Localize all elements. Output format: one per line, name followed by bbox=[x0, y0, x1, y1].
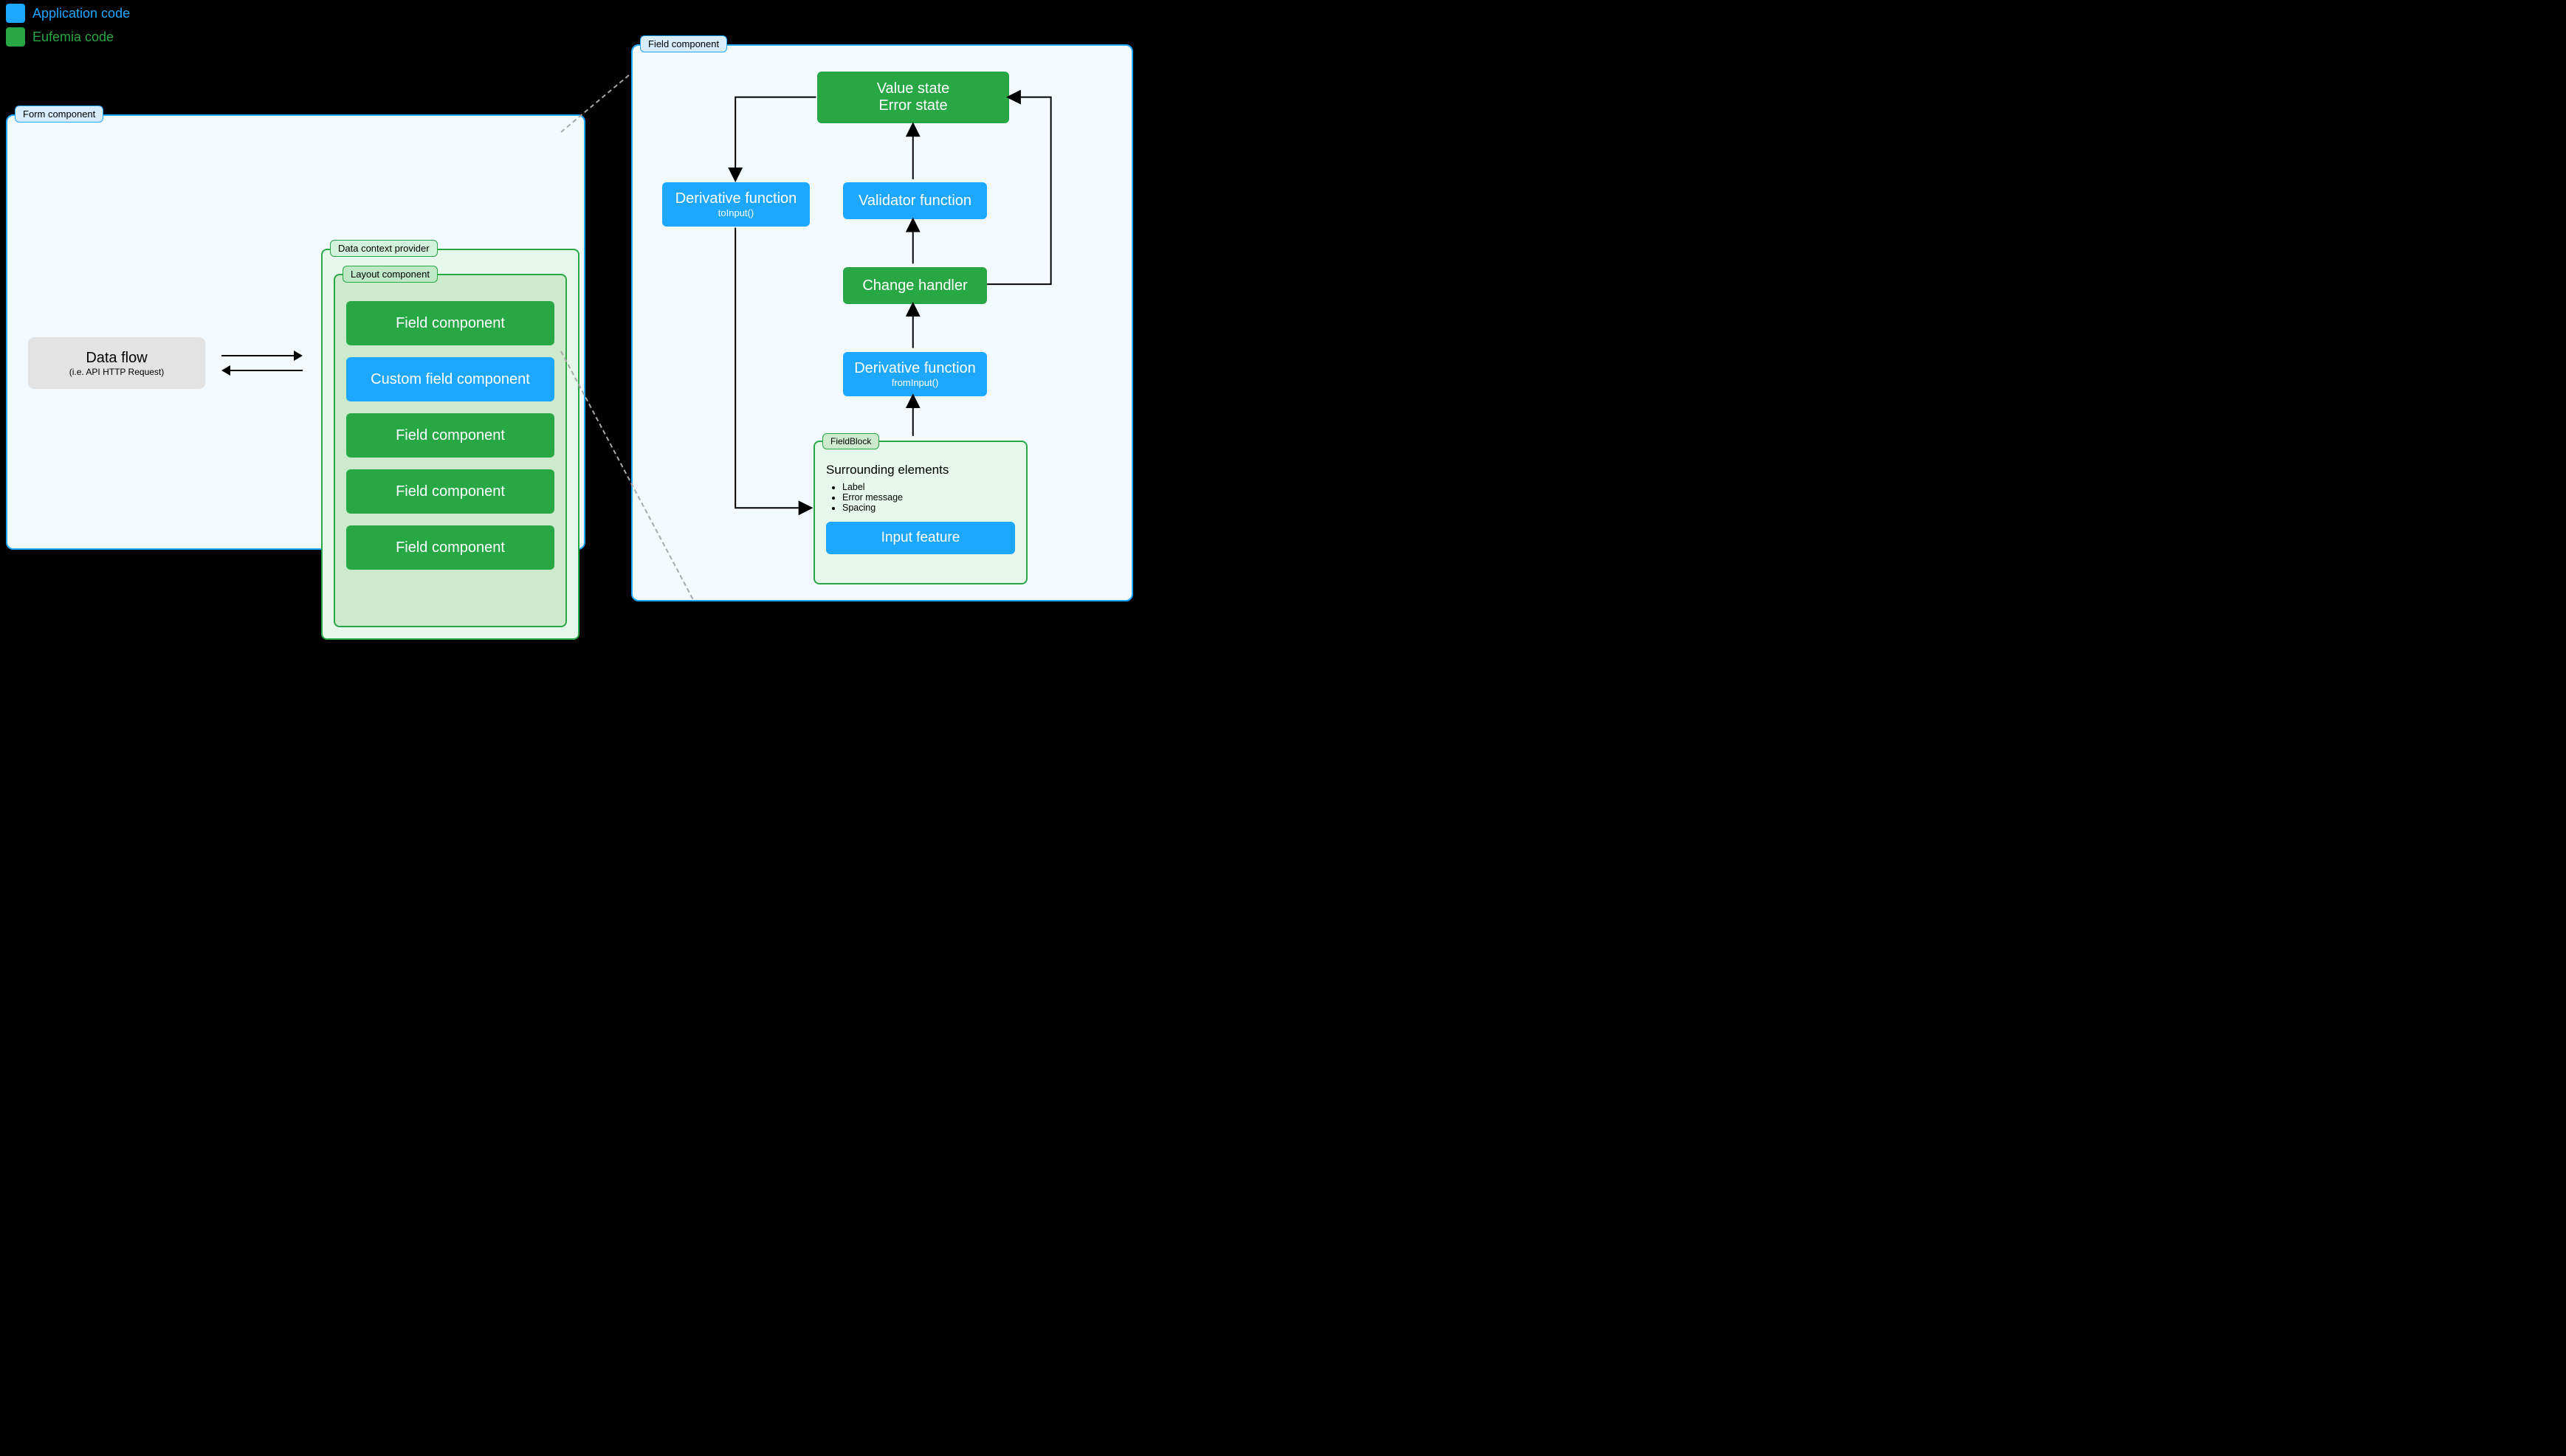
change-handler-title: Change handler bbox=[862, 277, 967, 294]
derivative-from-node: Derivative function fromInput() bbox=[843, 352, 987, 396]
field-component-box: Field component bbox=[346, 469, 554, 514]
arrow-left-icon bbox=[221, 363, 303, 378]
validator-title: Validator function bbox=[859, 193, 971, 210]
value-state-line2: Error state bbox=[878, 97, 947, 114]
legend-label-app: Application code bbox=[32, 6, 130, 21]
derivative-to-node: Derivative function toInput() bbox=[662, 182, 810, 227]
field-component-box: Field component bbox=[346, 525, 554, 570]
fieldblock-bullet: Error message bbox=[842, 492, 1015, 503]
derivative-from-sub: fromInput() bbox=[892, 377, 939, 388]
legend: Application code Eufemia code bbox=[6, 4, 130, 51]
form-component-panel: Form component Data flow (i.e. API HTTP … bbox=[6, 114, 585, 550]
legend-label-euf: Eufemia code bbox=[32, 30, 114, 45]
derivative-from-title: Derivative function bbox=[854, 360, 976, 377]
legend-item-app: Application code bbox=[6, 4, 130, 23]
data-flow-subtitle: (i.e. API HTTP Request) bbox=[28, 367, 205, 377]
field-panel-label: Field component bbox=[640, 35, 727, 52]
legend-item-euf: Eufemia code bbox=[6, 27, 130, 46]
layout-panel-label: Layout component bbox=[343, 266, 438, 283]
value-state-node: Value state Error state bbox=[817, 72, 1009, 123]
data-flow-box: Data flow (i.e. API HTTP Request) bbox=[28, 337, 205, 389]
layout-component-panel: Layout component Field componentCustom f… bbox=[334, 274, 567, 627]
fieldblock-label: FieldBlock bbox=[822, 433, 879, 449]
field-component-box: Field component bbox=[346, 413, 554, 458]
legend-swatch-euf bbox=[6, 27, 25, 46]
data-context-provider-panel: Data context provider Layout component F… bbox=[321, 249, 579, 640]
data-flow-title: Data flow bbox=[28, 350, 205, 367]
field-component-panel: Field component Value state Error state … bbox=[631, 44, 1133, 601]
data-flow-arrows bbox=[221, 348, 303, 378]
value-state-line1: Value state bbox=[877, 80, 950, 97]
derivative-to-title: Derivative function bbox=[675, 190, 797, 207]
fieldblock-bullets: LabelError messageSpacing bbox=[842, 482, 1015, 513]
input-feature-box: Input feature bbox=[826, 522, 1015, 554]
legend-swatch-app bbox=[6, 4, 25, 23]
fieldblock-panel: FieldBlock Surrounding elements LabelErr… bbox=[814, 441, 1028, 584]
validator-node: Validator function bbox=[843, 182, 987, 219]
change-handler-node: Change handler bbox=[843, 267, 987, 304]
fieldblock-bullet: Spacing bbox=[842, 503, 1015, 513]
fieldblock-bullet: Label bbox=[842, 482, 1015, 492]
form-panel-label: Form component bbox=[15, 106, 103, 123]
field-component-box: Field component bbox=[346, 301, 554, 345]
derivative-to-sub: toInput() bbox=[718, 207, 754, 218]
fieldblock-heading: Surrounding elements bbox=[826, 463, 1015, 477]
dashed-connector-top bbox=[560, 75, 629, 133]
arrow-right-icon bbox=[221, 348, 303, 363]
custom-field-component-box: Custom field component bbox=[346, 357, 554, 401]
ctx-panel-label: Data context provider bbox=[330, 240, 438, 257]
